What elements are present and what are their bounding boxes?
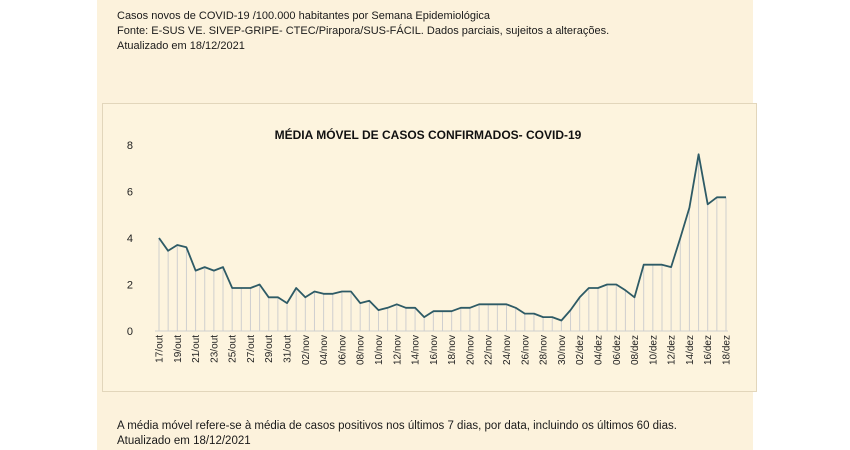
x-tick-label: 23/out — [209, 335, 220, 363]
header-title: Casos novos de COVID-19 /100.000 habitan… — [117, 10, 491, 22]
x-tick-label: 08/dez — [630, 335, 641, 365]
footer-updated: Atualizado em 18/12/2021 — [117, 435, 251, 447]
x-tick-label: 18/dez — [722, 335, 733, 365]
x-tick-label: 20/nov — [465, 335, 476, 365]
x-tick-label: 26/nov — [520, 335, 531, 365]
y-tick-label: 8 — [127, 140, 133, 152]
x-tick-label: 21/out — [191, 335, 202, 363]
x-tick-label: 17/out — [155, 335, 166, 363]
x-tick-label: 25/out — [228, 335, 239, 363]
y-tick-label: 4 — [127, 233, 133, 245]
x-tick-label: 16/nov — [429, 335, 440, 365]
x-tick-label: 10/nov — [374, 335, 385, 365]
chart-frame: MÉDIA MÓVEL DE CASOS CONFIRMADOS- COVID-… — [102, 103, 757, 392]
x-tick-label: 24/nov — [502, 335, 513, 365]
moving-average-chart: MÉDIA MÓVEL DE CASOS CONFIRMADOS- COVID-… — [127, 127, 733, 365]
x-tick-label: 19/out — [173, 335, 184, 363]
x-tick-label: 02/dez — [575, 335, 586, 365]
report-page: Casos novos de COVID-19 /100.000 habitan… — [97, 0, 757, 450]
x-tick-label: 31/out — [283, 335, 294, 363]
x-tick-label: 12/nov — [392, 335, 403, 365]
moving-average-line — [158, 153, 726, 322]
y-tick-label: 0 — [127, 326, 133, 338]
x-tick-label: 22/nov — [484, 335, 495, 365]
header-updated: Atualizado em 18/12/2021 — [117, 40, 245, 52]
x-tick-label: 10/dez — [648, 335, 659, 365]
x-tick-label: 30/nov — [557, 335, 568, 365]
x-tick-label: 27/out — [246, 335, 257, 363]
x-tick-label: 18/nov — [447, 335, 458, 365]
x-tick-label: 29/out — [264, 335, 275, 363]
x-tick-label: 14/dez — [685, 335, 696, 365]
footer-note: A média móvel refere-se à média de casos… — [117, 420, 677, 432]
x-tick-label: 08/nov — [356, 335, 367, 365]
x-tick-label: 02/nov — [301, 335, 312, 365]
chart-title: MÉDIA MÓVEL DE CASOS CONFIRMADOS- COVID-… — [275, 127, 582, 142]
x-tick-label: 06/dez — [612, 335, 623, 365]
header-source: Fonte: E-SUS VE. SIVEP-GRIPE- CTEC/Pirap… — [117, 25, 610, 37]
x-tick-label: 28/nov — [539, 335, 550, 365]
x-tick-label: 16/dez — [703, 335, 714, 365]
x-tick-label: 12/dez — [667, 335, 678, 365]
x-tick-label: 04/nov — [319, 335, 330, 365]
y-tick-label: 6 — [127, 187, 133, 199]
x-tick-label: 14/nov — [411, 335, 422, 365]
x-tick-label: 04/dez — [593, 335, 604, 365]
x-tick-label: 06/nov — [337, 335, 348, 365]
y-tick-label: 2 — [127, 280, 133, 292]
